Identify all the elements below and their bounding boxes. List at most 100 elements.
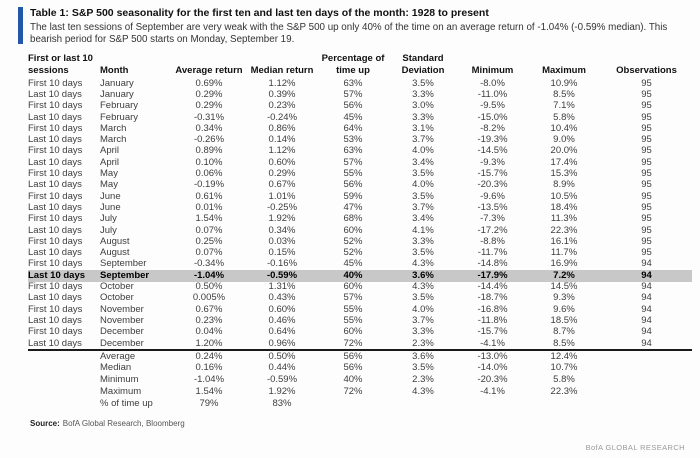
cell: 0.06%: [195, 168, 223, 180]
cell: 95: [641, 191, 652, 202]
cell: Last 10 days: [28, 202, 82, 213]
cell: -9.5%: [480, 100, 505, 112]
cell: -13.0%: [477, 350, 508, 362]
cell: 59%: [343, 191, 363, 202]
cell: 0.23%: [195, 315, 223, 326]
cell: 0.23%: [268, 100, 296, 112]
cell: 9.6%: [553, 304, 575, 315]
cell: 3.7%: [412, 202, 434, 213]
table-row: First 10 days July 1.54% 1.92% 68% 3.4% -7.3% 1…: [28, 214, 692, 225]
cell: 94: [641, 281, 652, 293]
cell: January: [100, 89, 134, 100]
cell: Last 10 days: [28, 89, 82, 100]
cell: 47%: [343, 202, 363, 213]
cell: 95: [641, 146, 652, 157]
cell: -0.59%: [266, 270, 298, 281]
cell: 95: [641, 236, 652, 247]
cell: 1.31%: [268, 281, 296, 293]
column-header: Observations: [616, 64, 677, 76]
cell: -9.6%: [480, 191, 505, 202]
cell: 63%: [343, 146, 363, 157]
cell: 57%: [343, 89, 363, 100]
table-row: First 10 days March 0.34% 0.86% 64% 3.1% -8.2%…: [28, 123, 692, 134]
table-row: First 10 days June 0.61% 1.01% 59% 3.5% -9.6% 1…: [28, 191, 692, 202]
cell: First 10 days: [28, 281, 83, 293]
cell: -8.0%: [480, 78, 505, 89]
cell: -14.0%: [477, 362, 508, 374]
cell: 0.24%: [195, 350, 223, 362]
cell: 56%: [343, 362, 363, 374]
cell: 3.5%: [412, 78, 434, 89]
cell: February: [100, 112, 139, 123]
table-body: First 10 days January 0.69% 1.12% 63% 3.5% -8.…: [28, 78, 692, 352]
cell: 2.3%: [388, 338, 458, 352]
cell: 95: [641, 134, 652, 146]
cell: -17.2%: [477, 225, 508, 236]
source-label: Source:: [30, 418, 60, 428]
cell: 63%: [343, 78, 363, 89]
cell: [601, 350, 692, 362]
cell: First 10 days: [28, 123, 83, 134]
cell: 4.3%: [412, 281, 434, 293]
cell: -15.7%: [477, 326, 508, 338]
cell: 0.50%: [268, 350, 296, 362]
cell: 45%: [343, 259, 363, 270]
cell: [388, 398, 458, 410]
cell: 8.9%: [553, 179, 575, 191]
cell: 52%: [343, 247, 363, 259]
cell: 3.4%: [412, 157, 434, 168]
cell: 94: [641, 326, 652, 338]
cell: 12.4%: [550, 350, 578, 362]
cell: -4.1%: [458, 338, 527, 352]
cell: 4.3%: [412, 259, 434, 270]
cell: 3.1%: [412, 123, 434, 134]
column-header: Average return: [175, 64, 243, 76]
table-row: Last 10 days November 0.23% 0.46% 55% 3.7% -11…: [28, 315, 692, 326]
cell: First 10 days: [28, 168, 83, 180]
cell: [527, 398, 601, 410]
cell: -4.1%: [480, 386, 505, 397]
cell: 9.0%: [553, 134, 575, 146]
cell: 57%: [343, 157, 363, 168]
table-row: First 10 days April 0.89% 1.12% 63% 4.0% -14.5…: [28, 146, 692, 157]
column-header: Percentage of time up: [321, 53, 385, 76]
cell: -0.31%: [193, 112, 225, 123]
cell: 0.44%: [268, 362, 296, 374]
cell: May: [100, 179, 118, 191]
cell: 2.3%: [412, 374, 434, 386]
cell: 4.0%: [412, 179, 434, 191]
table-row: Last 10 days January 0.29% 0.39% 57% 3.3% -11.…: [28, 90, 692, 101]
summary-row: Minimum -1.04% -0.59% 40% 2.3% -20.3% 5.8%: [28, 374, 692, 386]
cell: February: [100, 100, 139, 112]
cell: 60%: [343, 326, 363, 338]
cell: -1.04%: [193, 270, 225, 281]
cell: -15.7%: [477, 168, 508, 180]
table-row: First 10 days September -0.34% -0.16% 45% 4.3…: [28, 259, 692, 270]
summary-row: Median 0.16% 0.44% 56% 3.5% -14.0% 10.7%: [28, 363, 692, 375]
cell: [28, 363, 100, 375]
cell: 3.5%: [412, 247, 434, 259]
cell: 95: [641, 247, 652, 259]
cell: 0.07%: [195, 247, 223, 259]
cell: First 10 days: [28, 100, 83, 112]
cell: 3.5%: [412, 191, 434, 202]
cell: -13.5%: [477, 202, 508, 213]
cell: 20.0%: [550, 146, 578, 157]
cell: December: [100, 338, 172, 352]
cell: 45%: [343, 112, 363, 123]
cell: -0.24%: [266, 112, 298, 123]
cell: Last 10 days: [28, 247, 82, 259]
cell: 5.8%: [553, 112, 575, 123]
source-text: BofA Global Research, Bloomberg: [62, 418, 185, 428]
cell: 7.2%: [553, 270, 575, 281]
cell: 0.34%: [268, 225, 296, 236]
table-row: Last 10 days October 0.005% 0.43% 57% 3.5% -18…: [28, 293, 692, 304]
cell: -14.5%: [477, 146, 508, 157]
cell: 3.3%: [412, 236, 434, 247]
cell: 95: [641, 157, 652, 168]
source-line: Source: BofA Global Research, Bloomberg: [30, 419, 700, 428]
cell: 0.89%: [195, 146, 223, 157]
cell: 1.54%: [195, 386, 223, 397]
cell: -9.3%: [480, 157, 505, 168]
cell: 72%: [318, 338, 388, 352]
